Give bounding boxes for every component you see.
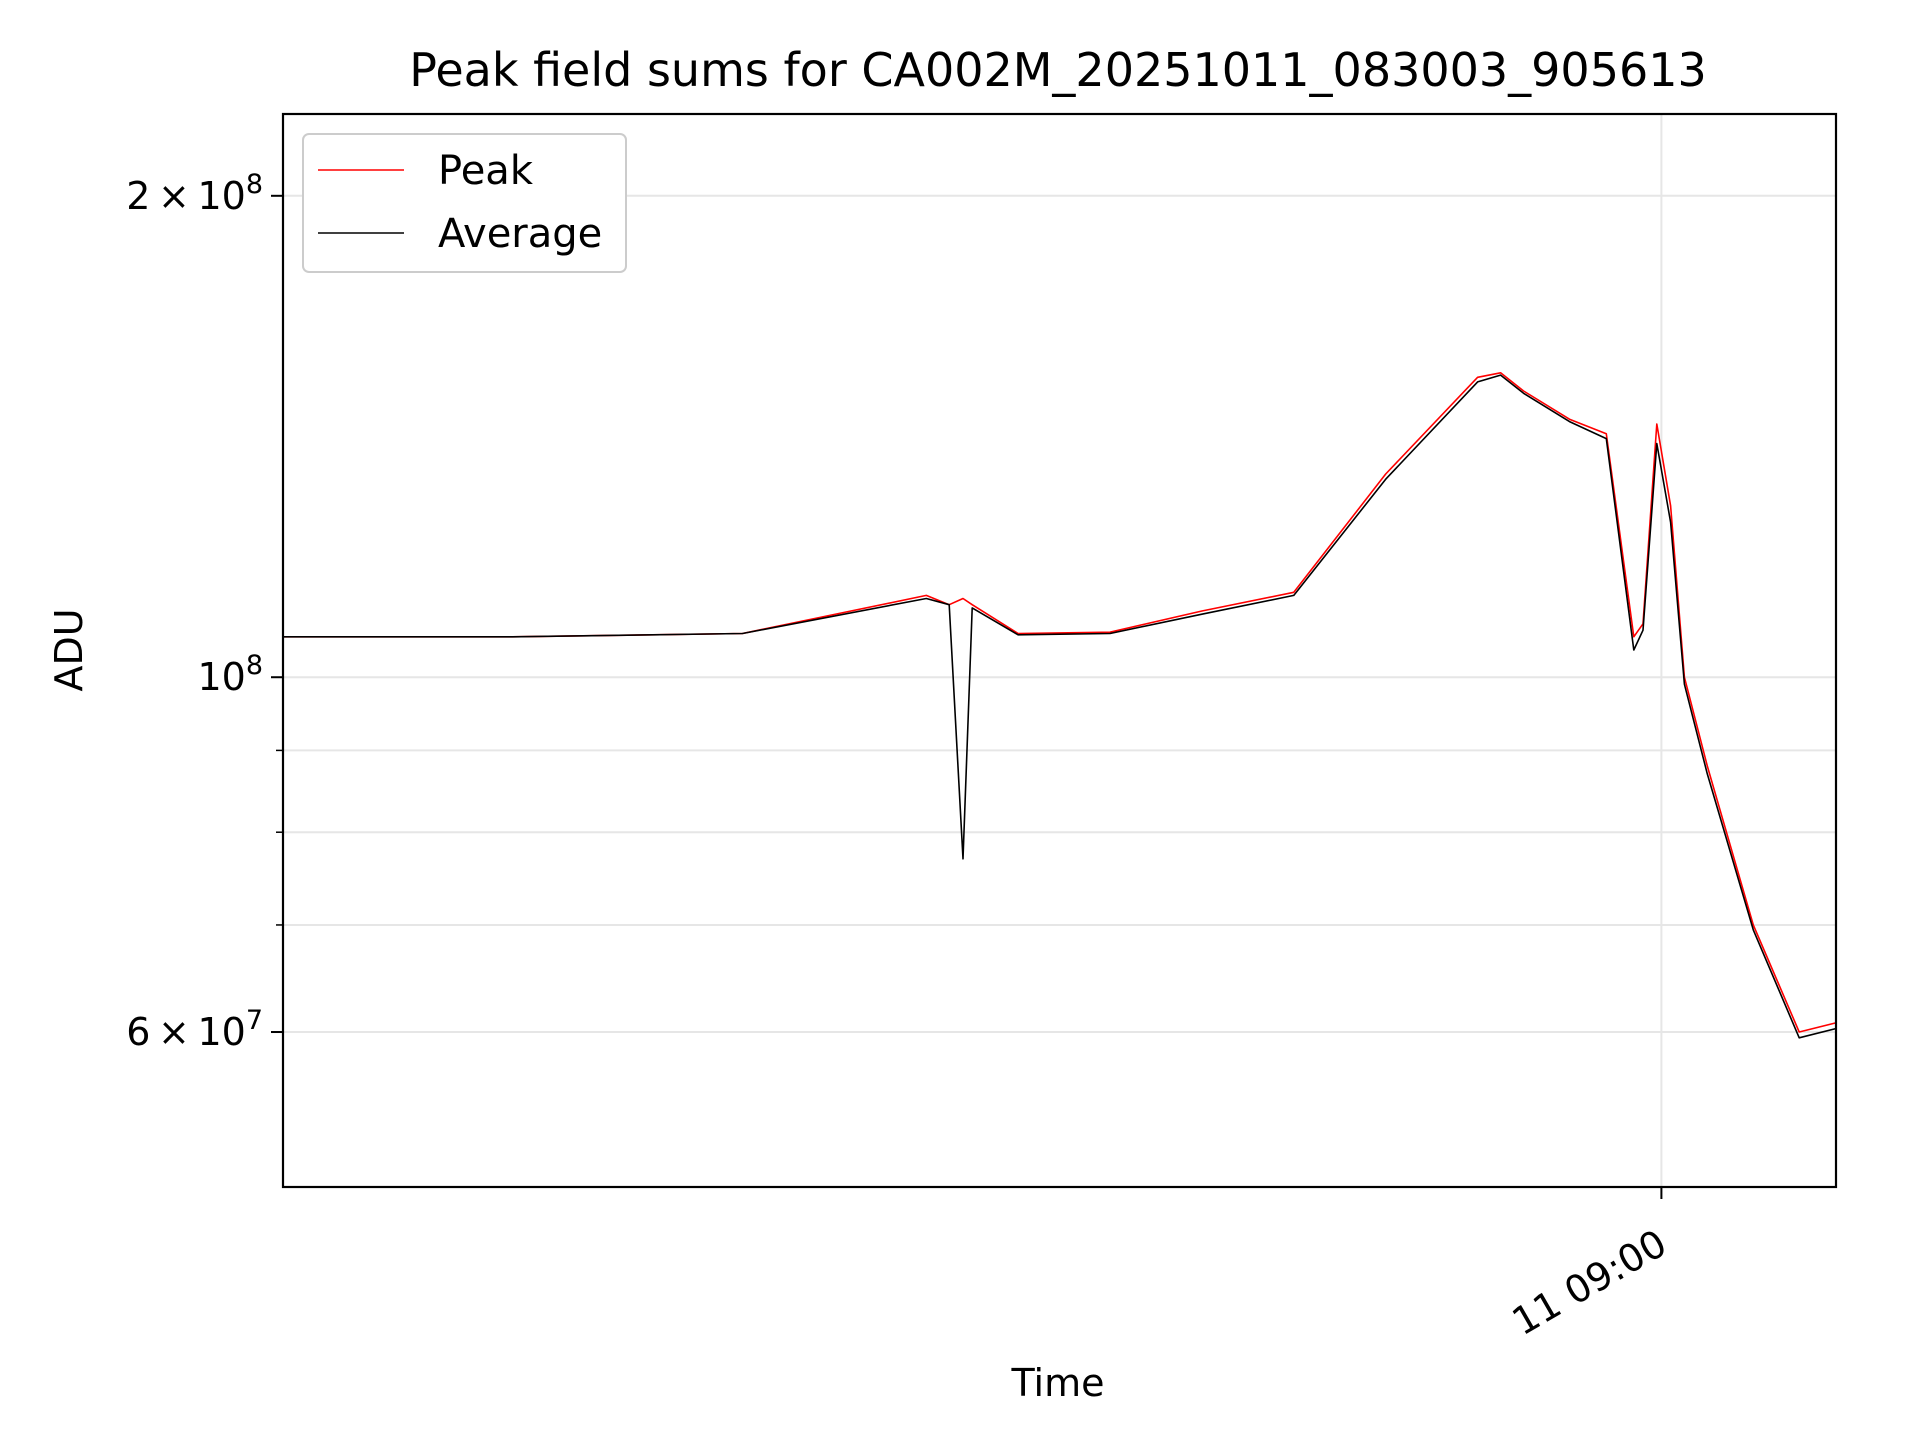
y-tick-label: 108 <box>197 650 263 699</box>
chart-title: Peak field sums for CA002M_20251011_0830… <box>409 43 1707 97</box>
legend-average-label: Average <box>438 211 602 257</box>
legend-box <box>302 133 627 273</box>
y-axis-label: ADU <box>47 608 91 691</box>
plot-frame <box>281 112 1838 1189</box>
legend: Peak Average <box>302 133 627 273</box>
series-line-average <box>283 374 1836 1039</box>
series-layer <box>283 371 1836 1039</box>
x-axis-label: Time <box>1011 1361 1105 1405</box>
series-line-peak <box>283 371 1836 1033</box>
y-tick-label: 6 × 107 <box>126 1005 263 1054</box>
legend-peak-label: Peak <box>438 148 534 194</box>
y-tick-label: 2 × 108 <box>126 169 263 218</box>
